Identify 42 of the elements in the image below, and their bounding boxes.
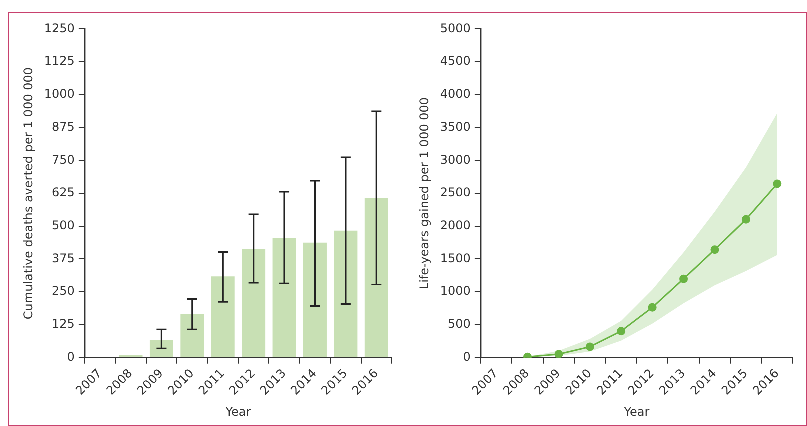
- point: [742, 215, 750, 224]
- bar: [180, 314, 204, 358]
- y-tick-label: 1125: [44, 54, 75, 68]
- y-tick-label: 4000: [440, 87, 471, 102]
- bar: [303, 242, 327, 358]
- y-tick-label: 875: [52, 120, 75, 134]
- y-tick-label: 375: [52, 251, 75, 266]
- y-tick-label: 5000: [440, 21, 471, 36]
- y-tick-label: 625: [52, 186, 75, 200]
- bar: [364, 198, 388, 358]
- y-tick-label: 500: [52, 218, 75, 232]
- y-tick-label: 125: [52, 317, 75, 332]
- x-axis-title: Year: [623, 404, 650, 419]
- point: [648, 303, 657, 312]
- y-tick-label: 1000: [44, 87, 75, 102]
- y-tick-label: 250: [52, 284, 75, 298]
- y-tick-label: 3500: [440, 120, 471, 134]
- y-tick-label: 4500: [440, 54, 471, 68]
- bar: [334, 230, 358, 358]
- bar: [272, 238, 296, 358]
- y-axis-title: Cumulative deaths averted per 1 000 000: [21, 67, 36, 320]
- y-tick-label: 0: [67, 350, 75, 364]
- y-tick-label: 3000: [440, 152, 471, 167]
- y-tick-label: 1500: [440, 251, 471, 266]
- point: [554, 350, 564, 358]
- point: [773, 180, 782, 188]
- point: [586, 342, 594, 352]
- point: [680, 274, 688, 284]
- y-tick-label: 1000: [440, 284, 471, 298]
- x-axis-title: Year: [224, 404, 252, 419]
- y-tick-label: 750: [52, 152, 75, 167]
- y-axis-title: Life-years gained per 1 000 000: [417, 97, 432, 290]
- point: [617, 327, 626, 336]
- point: [710, 246, 720, 254]
- bar: [211, 276, 235, 358]
- bar: [242, 249, 266, 358]
- y-tick-label: 2500: [440, 186, 471, 200]
- bar: [150, 340, 174, 358]
- y-tick-label: 0: [463, 350, 471, 364]
- y-tick-label: 2000: [440, 218, 471, 232]
- y-tick-label: 500: [448, 317, 471, 332]
- y-tick-label: 1250: [44, 21, 75, 36]
